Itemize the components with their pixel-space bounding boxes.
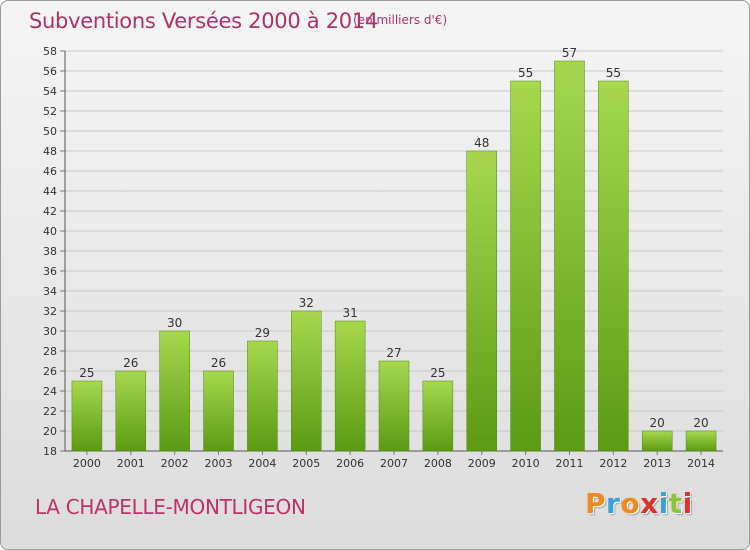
- bar: [334, 320, 366, 452]
- bar: [159, 330, 190, 452]
- y-tick-label: 20: [43, 425, 57, 438]
- bar-value-label: 55: [606, 66, 621, 80]
- bar-value-label: 29: [255, 326, 270, 340]
- x-tick-label: 2013: [643, 457, 671, 470]
- logo-letter: i: [682, 487, 693, 520]
- x-tick-label: 2001: [117, 457, 145, 470]
- bar: [466, 150, 497, 452]
- logo-letter: i: [658, 487, 669, 520]
- bar-value-label: 57: [562, 46, 577, 60]
- bar: [641, 430, 673, 452]
- y-tick-label: 34: [43, 285, 57, 298]
- bar-value-label: 30: [167, 316, 182, 330]
- bar-value-label: 20: [650, 416, 665, 430]
- logo-letter: r: [606, 487, 621, 520]
- y-tick-label: 30: [43, 325, 57, 338]
- bar-value-label: 26: [211, 356, 226, 370]
- x-tick-label: 2010: [512, 457, 540, 470]
- bar: [247, 340, 278, 452]
- y-tick-label: 46: [43, 165, 57, 178]
- x-tick-label: 2006: [336, 457, 364, 470]
- chart-unit: (en milliers d'€): [353, 13, 448, 27]
- bar-value-label: 31: [342, 306, 357, 320]
- bar: [115, 370, 147, 452]
- bar-value-label: 55: [518, 66, 533, 80]
- bar: [291, 310, 322, 452]
- bar: [598, 80, 629, 452]
- y-tick-label: 48: [43, 145, 57, 158]
- logo-letter: o: [620, 487, 641, 520]
- bar-value-label: 25: [79, 366, 94, 380]
- x-tick-label: 2003: [205, 457, 233, 470]
- x-tick-label: 2002: [161, 457, 189, 470]
- bar-value-label: 27: [386, 346, 401, 360]
- bar-value-label: 26: [123, 356, 138, 370]
- y-tick-label: 28: [43, 345, 57, 358]
- bar: [378, 360, 410, 452]
- x-tick-label: 2012: [599, 457, 627, 470]
- y-tick-label: 50: [43, 125, 57, 138]
- chart-title: Subventions Versées 2000 à 2014: [29, 9, 378, 33]
- logo-letter: x: [640, 487, 659, 520]
- y-tick-label: 58: [43, 45, 57, 58]
- bar-value-label: 32: [299, 296, 314, 310]
- y-tick-label: 52: [43, 105, 57, 118]
- bar: [203, 370, 234, 452]
- logo-letter: P: [585, 487, 607, 520]
- y-tick-label: 36: [43, 265, 57, 278]
- y-tick-label: 22: [43, 405, 57, 418]
- bar: [554, 60, 585, 452]
- x-tick-label: 2009: [468, 457, 496, 470]
- y-tick-label: 18: [43, 445, 57, 458]
- x-tick-label: 2008: [424, 457, 452, 470]
- bar: [510, 80, 541, 452]
- y-tick-label: 54: [43, 85, 57, 98]
- x-tick-label: 2014: [687, 457, 715, 470]
- bar-value-label: 25: [430, 366, 445, 380]
- y-tick-label: 40: [43, 225, 57, 238]
- x-tick-label: 2004: [248, 457, 276, 470]
- y-tick-label: 42: [43, 205, 57, 218]
- bar-value-label: 48: [474, 136, 489, 150]
- commune-name: LA CHAPELLE-MONTLIGEON: [35, 495, 306, 519]
- y-tick-label: 24: [43, 385, 57, 398]
- y-tick-label: 38: [43, 245, 57, 258]
- bar: [71, 380, 103, 452]
- y-tick-label: 44: [43, 185, 57, 198]
- bar-value-label: 20: [693, 416, 708, 430]
- x-tick-label: 2005: [292, 457, 320, 470]
- y-tick-label: 56: [43, 65, 57, 78]
- x-tick-label: 2007: [380, 457, 408, 470]
- bar: [685, 430, 717, 452]
- bar: [422, 380, 454, 452]
- x-tick-label: 2000: [73, 457, 101, 470]
- y-tick-label: 26: [43, 365, 57, 378]
- proxiti-logo[interactable]: Proxiti: [585, 487, 693, 520]
- logo-letter: t: [668, 487, 683, 520]
- y-tick-label: 32: [43, 305, 57, 318]
- x-tick-label: 2011: [555, 457, 583, 470]
